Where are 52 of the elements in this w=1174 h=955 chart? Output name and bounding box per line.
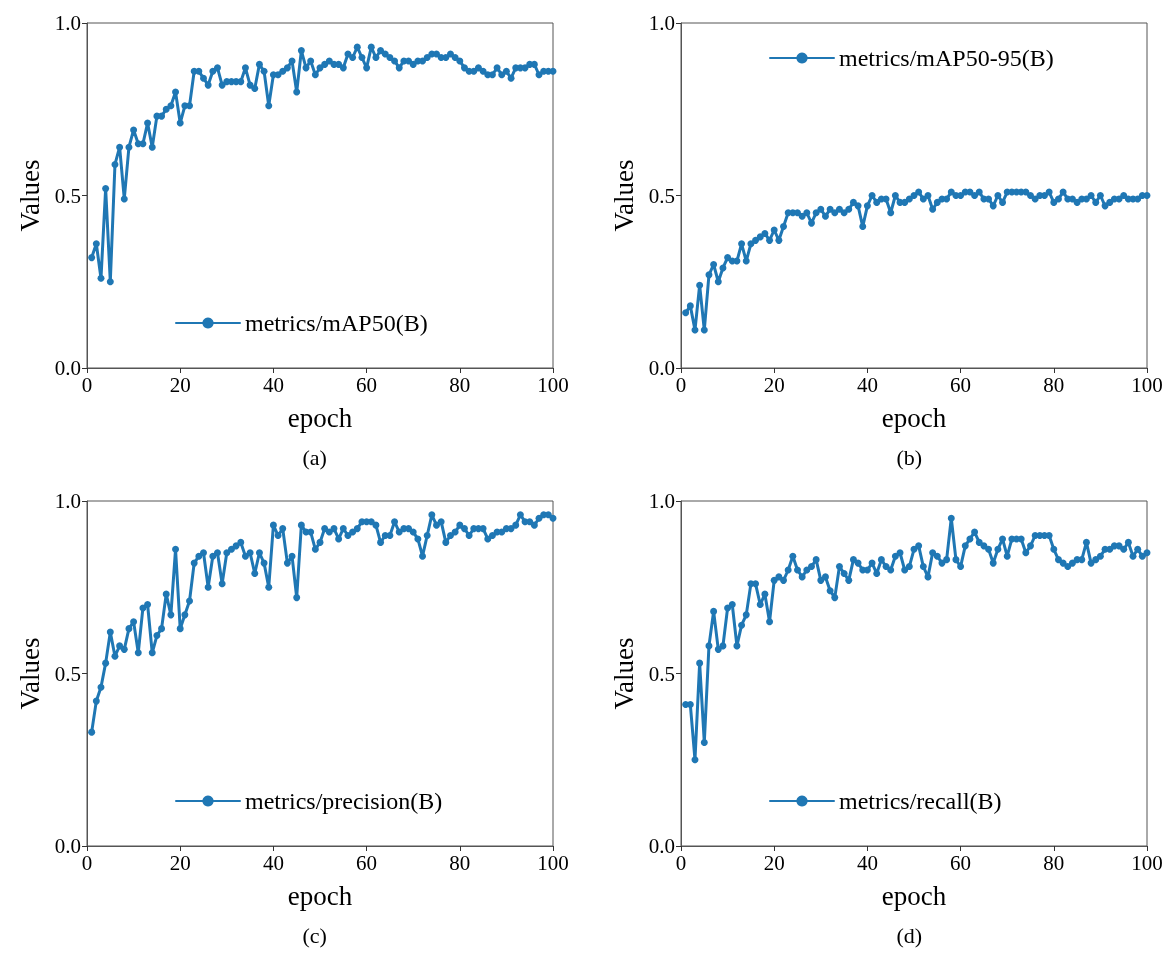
- x-tick-label: 20: [169, 850, 191, 875]
- x-tick-label: 80: [449, 372, 471, 397]
- x-tick-label: 0: [675, 372, 687, 397]
- y-tick-label: 1.0: [648, 489, 675, 513]
- x-tick-label: 80: [1043, 850, 1065, 875]
- y-axis-title: Values: [608, 159, 639, 232]
- legend-label: metrics/recall(B): [839, 788, 1002, 814]
- legend-label: metrics/mAP50(B): [245, 310, 428, 336]
- y-tick-label: 0.0: [648, 356, 675, 380]
- legend-label: metrics/precision(B): [245, 788, 443, 814]
- x-tick-label: 80: [1043, 372, 1065, 397]
- x-tick-label: 100: [1131, 850, 1163, 875]
- y-tick-label: 0.5: [648, 183, 675, 208]
- y-tick-label: 0.5: [54, 183, 81, 208]
- x-tick-label: 20: [763, 372, 785, 397]
- x-tick-label: 60: [950, 372, 972, 397]
- text: (c): [302, 922, 327, 948]
- y-axis-title: Values: [14, 637, 45, 710]
- x-tick-label: 0: [81, 372, 93, 397]
- y-tick-label: 0.5: [648, 661, 675, 686]
- text: (b): [896, 444, 923, 470]
- x-tick-label: 100: [537, 850, 569, 875]
- text: (d): [896, 922, 923, 948]
- y-axis-title: Values: [608, 637, 639, 710]
- x-tick-label: 0: [675, 850, 687, 875]
- x-tick-label: 60: [950, 850, 972, 875]
- y-tick-label: 0.0: [54, 356, 81, 380]
- y-axis-title: Values: [14, 159, 45, 232]
- x-tick-label: 100: [1131, 372, 1163, 397]
- x-tick-label: 40: [262, 850, 284, 875]
- x-axis-title: epoch: [287, 880, 353, 911]
- y-tick-label: 1.0: [54, 489, 81, 513]
- y-tick-label: 0.0: [54, 834, 81, 858]
- y-tick-label: 0.0: [648, 834, 675, 858]
- x-tick-label: 100: [537, 372, 569, 397]
- legend-label: metrics/mAP50-95(B): [839, 45, 1054, 71]
- x-tick-label: 40: [262, 372, 284, 397]
- x-tick-label: 0: [81, 850, 93, 875]
- x-tick-label: 20: [763, 850, 785, 875]
- x-tick-label: 40: [856, 850, 878, 875]
- x-tick-label: 60: [356, 850, 378, 875]
- x-tick-label: 40: [856, 372, 878, 397]
- y-tick-label: 1.0: [54, 11, 81, 35]
- x-tick-label: 20: [169, 372, 191, 397]
- x-axis-title: epoch: [881, 880, 947, 911]
- x-tick-label: 80: [449, 850, 471, 875]
- x-axis-title: epoch: [881, 402, 947, 433]
- y-tick-label: 1.0: [648, 11, 675, 35]
- x-tick-label: 60: [356, 372, 378, 397]
- text: (a): [302, 444, 327, 470]
- y-tick-label: 0.5: [54, 661, 81, 686]
- x-axis-title: epoch: [287, 402, 353, 433]
